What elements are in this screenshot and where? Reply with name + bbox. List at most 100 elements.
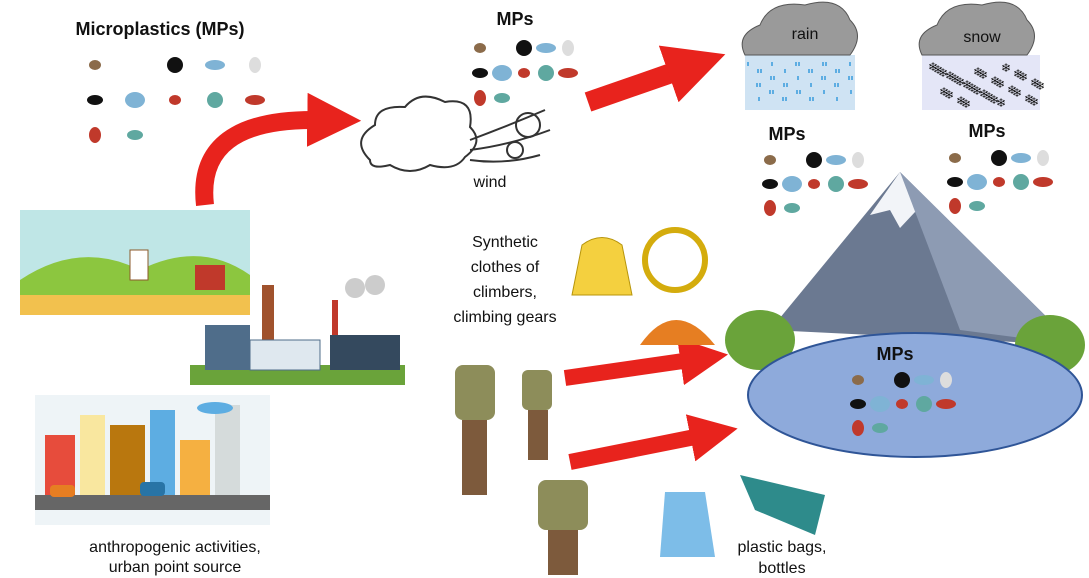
snowflake: ❄ — [1001, 61, 1011, 75]
lake — [748, 333, 1082, 457]
caption-line: urban point source — [109, 559, 242, 576]
particle — [516, 40, 532, 56]
climbers — [455, 365, 588, 575]
snowflake: ❄ — [1018, 70, 1028, 84]
particle — [1037, 150, 1049, 166]
particle — [848, 179, 868, 189]
particle — [852, 420, 864, 436]
particle — [538, 65, 554, 81]
particle — [764, 200, 776, 216]
particle — [125, 92, 145, 108]
particle — [474, 43, 486, 53]
particle — [89, 127, 101, 143]
particle — [89, 60, 101, 70]
snowflake: ❄ — [1035, 79, 1045, 93]
particle — [969, 201, 985, 211]
wind-label: wind — [473, 174, 507, 191]
snowflake: ❄ — [938, 66, 948, 80]
particle — [949, 198, 961, 214]
particle — [870, 396, 890, 412]
caption-line: clothes of — [471, 259, 540, 276]
particle — [806, 152, 822, 168]
particle — [947, 177, 963, 187]
snow-label: snow — [963, 29, 1001, 46]
snowflake: ❄ — [1029, 95, 1039, 109]
mps-label: MPs — [876, 344, 913, 364]
particle — [474, 90, 486, 106]
particle — [492, 65, 512, 81]
tent — [640, 320, 715, 345]
bottle — [740, 475, 825, 535]
snowflake: ❄ — [989, 93, 999, 107]
caption-line: climbing gears — [453, 309, 556, 326]
snowflake: ❄ — [944, 88, 954, 102]
particle — [87, 95, 103, 105]
snowflake: ❄ — [978, 68, 988, 82]
particle — [205, 60, 225, 70]
rain-label: rain — [792, 26, 819, 43]
arrow — [588, 70, 680, 102]
particle — [936, 399, 956, 409]
mps-label: MPs — [968, 121, 1005, 141]
particle — [1011, 153, 1031, 163]
particle — [894, 372, 910, 388]
particle — [852, 375, 864, 385]
caption-line: Synthetic — [472, 234, 538, 251]
snowflake: ❄ — [955, 75, 965, 89]
mps-label: MPs — [496, 9, 533, 29]
particle — [852, 152, 864, 168]
particle — [967, 174, 987, 190]
particle — [784, 203, 800, 213]
particle — [826, 155, 846, 165]
farm — [20, 210, 250, 315]
snowflake: ❄ — [961, 97, 971, 111]
city — [35, 395, 270, 525]
particle — [494, 93, 510, 103]
particle — [808, 179, 820, 189]
jacket — [572, 238, 632, 296]
particle — [169, 95, 181, 105]
curved-arrow — [204, 120, 318, 205]
wind-cloud — [361, 97, 550, 171]
plastic-bag — [660, 492, 715, 557]
title: Microplastics (MPs) — [75, 19, 244, 39]
particle — [993, 177, 1005, 187]
particle — [127, 130, 143, 140]
particle — [249, 57, 261, 73]
arrow — [565, 360, 690, 378]
particle — [207, 92, 223, 108]
snowflake: ❄ — [1012, 86, 1022, 100]
decorations: ❄❄❄❄❄❄❄❄❄❄❄❄❄❄❄❄❄❄❄❄❄❄❄❄❄❄❄❄❄❄ — [20, 2, 1085, 575]
particle — [167, 57, 183, 73]
particle — [916, 396, 932, 412]
caption-line: climbers, — [473, 284, 537, 301]
particle — [472, 68, 488, 78]
particle — [949, 153, 961, 163]
particle — [245, 95, 265, 105]
particle — [991, 150, 1007, 166]
particle — [1033, 177, 1053, 187]
particle — [518, 68, 530, 78]
particle — [762, 179, 778, 189]
mps-label: MPs — [768, 124, 805, 144]
particle — [850, 399, 866, 409]
particle — [940, 372, 952, 388]
particle — [782, 176, 802, 192]
snowflake: ❄ — [972, 84, 982, 98]
snowflake: ❄ — [995, 77, 1005, 91]
particle — [872, 423, 888, 433]
particle — [558, 68, 578, 78]
caption-line: plastic bags, — [738, 539, 827, 556]
particle — [562, 40, 574, 56]
rope — [645, 230, 705, 290]
arrow — [570, 436, 700, 462]
particle — [764, 155, 776, 165]
particle — [1013, 174, 1029, 190]
particle — [536, 43, 556, 53]
caption-line: anthropogenic activities, — [89, 539, 261, 556]
diagram: ❄❄❄❄❄❄❄❄❄❄❄❄❄❄❄❄❄❄❄❄❄❄❄❄❄❄❄❄❄❄ Microplas… — [0, 0, 1089, 578]
particle — [896, 399, 908, 409]
particle — [828, 176, 844, 192]
particle — [914, 375, 934, 385]
caption-line: bottles — [758, 560, 805, 577]
